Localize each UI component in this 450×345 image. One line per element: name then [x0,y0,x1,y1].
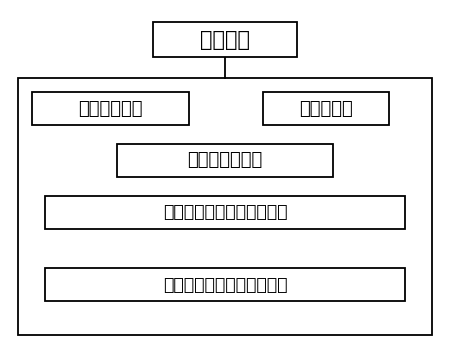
FancyBboxPatch shape [18,78,432,335]
FancyBboxPatch shape [45,268,405,301]
Text: 微流控高通量药物筛选模块: 微流控高通量药物筛选模块 [163,276,287,294]
Text: 微流控芯片: 微流控芯片 [299,100,353,118]
Text: 细胞培养基底: 细胞培养基底 [78,100,143,118]
FancyBboxPatch shape [45,196,405,228]
Text: 高通量微量药物库建模模块: 高通量微量药物库建模模块 [163,203,287,221]
FancyBboxPatch shape [153,22,297,57]
Text: 制备方法: 制备方法 [200,30,250,50]
Text: 微流体控制系统: 微流体控制系统 [187,151,263,169]
FancyBboxPatch shape [117,144,333,177]
FancyBboxPatch shape [263,92,389,125]
FancyBboxPatch shape [32,92,189,125]
